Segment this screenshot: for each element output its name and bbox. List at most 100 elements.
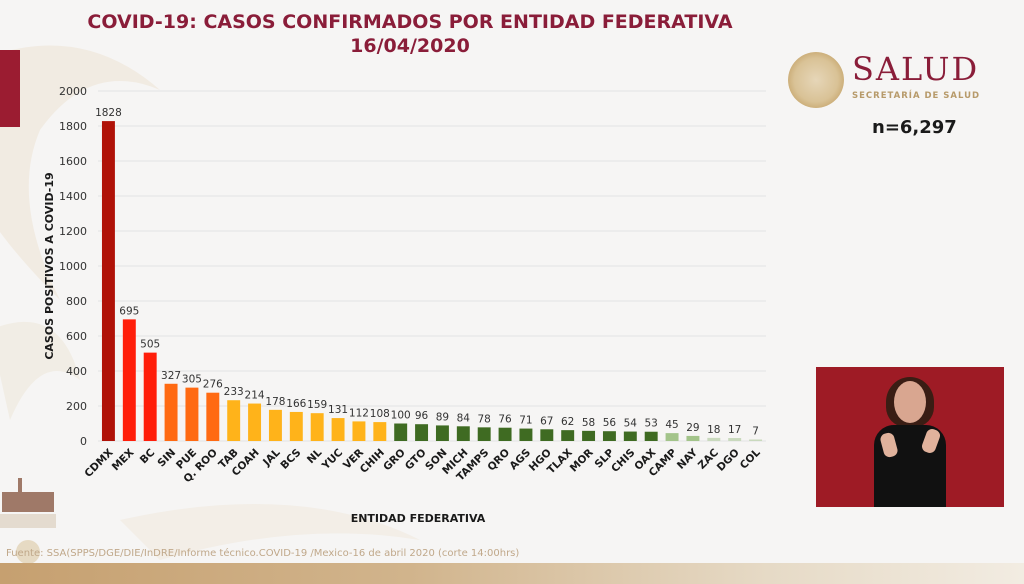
bar-camp — [665, 433, 679, 441]
bar-nl — [310, 413, 324, 441]
heroes-emblem-icon — [0, 478, 56, 528]
y-tick-label: 800 — [66, 295, 87, 308]
data-label: 17 — [728, 424, 741, 436]
x-tick-label: MEX — [110, 447, 137, 474]
bar-chart: 0 200 400 600 800 1000 1200 1400 1600 1800 2000 18… — [43, 85, 766, 525]
bar-cdmx — [101, 121, 115, 441]
data-label: 305 — [182, 374, 202, 386]
x-tick-label: MOR — [568, 447, 596, 475]
bar-zac — [707, 437, 721, 441]
bar-son — [435, 425, 449, 441]
bar-mich — [456, 426, 470, 441]
x-tick-label: GTO — [403, 447, 429, 473]
chart-title: COVID-19: CASOS CONFIRMADOS POR ENTIDAD … — [0, 10, 820, 58]
y-tick-label: 0 — [80, 435, 87, 448]
sign-language-interpreter-video — [816, 367, 1004, 507]
data-label: 53 — [645, 418, 658, 430]
bar-slp — [602, 431, 616, 441]
y-tick-label: 200 — [66, 400, 87, 413]
logo-subtitle: SECRETARÍA DE SALUD — [852, 91, 981, 101]
bar-bc — [143, 352, 157, 441]
y-tick-label: 400 — [66, 365, 87, 378]
data-label: 45 — [665, 419, 678, 431]
data-label: 54 — [624, 418, 638, 430]
data-label: 131 — [328, 404, 348, 416]
data-label: 108 — [370, 408, 390, 420]
bar-q-roo — [206, 392, 220, 441]
bar-qro — [498, 427, 512, 441]
x-tick-label: JAL — [260, 446, 283, 469]
bar-gro — [394, 423, 408, 441]
bar-pue — [185, 387, 199, 441]
bar-gto — [415, 424, 429, 441]
y-tick-label: 1600 — [59, 155, 87, 168]
data-label: 76 — [498, 414, 512, 426]
data-label: 71 — [519, 415, 532, 427]
bar-ver — [352, 421, 366, 441]
data-label: 112 — [349, 407, 369, 419]
bar-mor — [582, 430, 596, 441]
data-label: 276 — [203, 379, 223, 391]
x-tick-label: DGO — [715, 447, 742, 474]
interpreter-head — [894, 381, 926, 423]
bar-tab — [227, 400, 241, 441]
footer-seal-icon — [16, 540, 40, 564]
x-tick-label: BCS — [278, 447, 303, 472]
data-label: 67 — [540, 415, 553, 427]
data-label: 100 — [391, 410, 411, 422]
bar-nay — [686, 435, 700, 441]
bar-oax — [644, 431, 658, 441]
x-tick-label: YUC — [319, 446, 345, 472]
salud-logo: SALUD SECRETARÍA DE SALUD — [788, 50, 1008, 112]
bar-dgo — [728, 438, 742, 441]
data-label: 233 — [224, 386, 244, 398]
data-label: 7 — [752, 426, 759, 438]
data-label: 89 — [436, 411, 449, 423]
data-label: 178 — [265, 396, 285, 408]
y-tick-label: 1000 — [59, 260, 87, 273]
data-label: 327 — [161, 370, 181, 382]
data-label: 695 — [119, 305, 139, 317]
y-tick-label: 600 — [66, 330, 87, 343]
bar-ags — [519, 428, 533, 441]
title-line-1: COVID-19: CASOS CONFIRMADOS POR ENTIDAD … — [87, 11, 733, 33]
data-label: 166 — [286, 398, 306, 410]
y-axis-ticks: 0 200 400 600 800 1000 1200 1400 1600 1800 2000 — [59, 85, 87, 448]
y-tick-label: 1800 — [59, 120, 87, 133]
x-tick-label: NAY — [675, 446, 700, 471]
data-label: 84 — [457, 412, 471, 424]
data-label: 62 — [561, 416, 574, 428]
data-label: 58 — [582, 417, 595, 429]
total-cases: n=6,297 — [872, 117, 957, 138]
bar-mex — [122, 319, 136, 441]
x-tick-label: SIN — [155, 447, 178, 470]
left-accent-tab — [0, 50, 20, 127]
data-label: 96 — [415, 410, 429, 422]
logo-brand: SALUD — [852, 50, 980, 88]
title-line-2: 16/04/2020 — [350, 35, 470, 57]
coat-of-arms-icon — [788, 52, 844, 108]
data-label: 1828 — [95, 107, 122, 119]
y-axis-label: CASOS POSITIVOS A COVID-19 — [43, 172, 56, 359]
bar-yuc — [331, 418, 345, 441]
data-label: 18 — [707, 424, 720, 436]
bar-jal — [268, 409, 282, 441]
y-tick-label: 2000 — [59, 85, 87, 98]
footer-bar — [0, 563, 1024, 584]
bar-hgo — [540, 429, 554, 441]
bars — [101, 121, 763, 441]
data-label: 505 — [140, 339, 160, 351]
y-tick-label: 1200 — [59, 225, 87, 238]
bar-bcs — [289, 411, 303, 441]
bar-col — [749, 439, 763, 441]
x-tick-label: COL — [738, 446, 763, 471]
x-tick-label: CHIH — [358, 447, 387, 476]
x-tick-label: QRO — [485, 447, 512, 474]
x-tick-label: CHIS — [609, 447, 637, 475]
bar-tamps — [477, 427, 491, 441]
data-label: 159 — [307, 399, 327, 411]
data-label: 214 — [245, 390, 265, 402]
data-label: 29 — [686, 422, 699, 434]
